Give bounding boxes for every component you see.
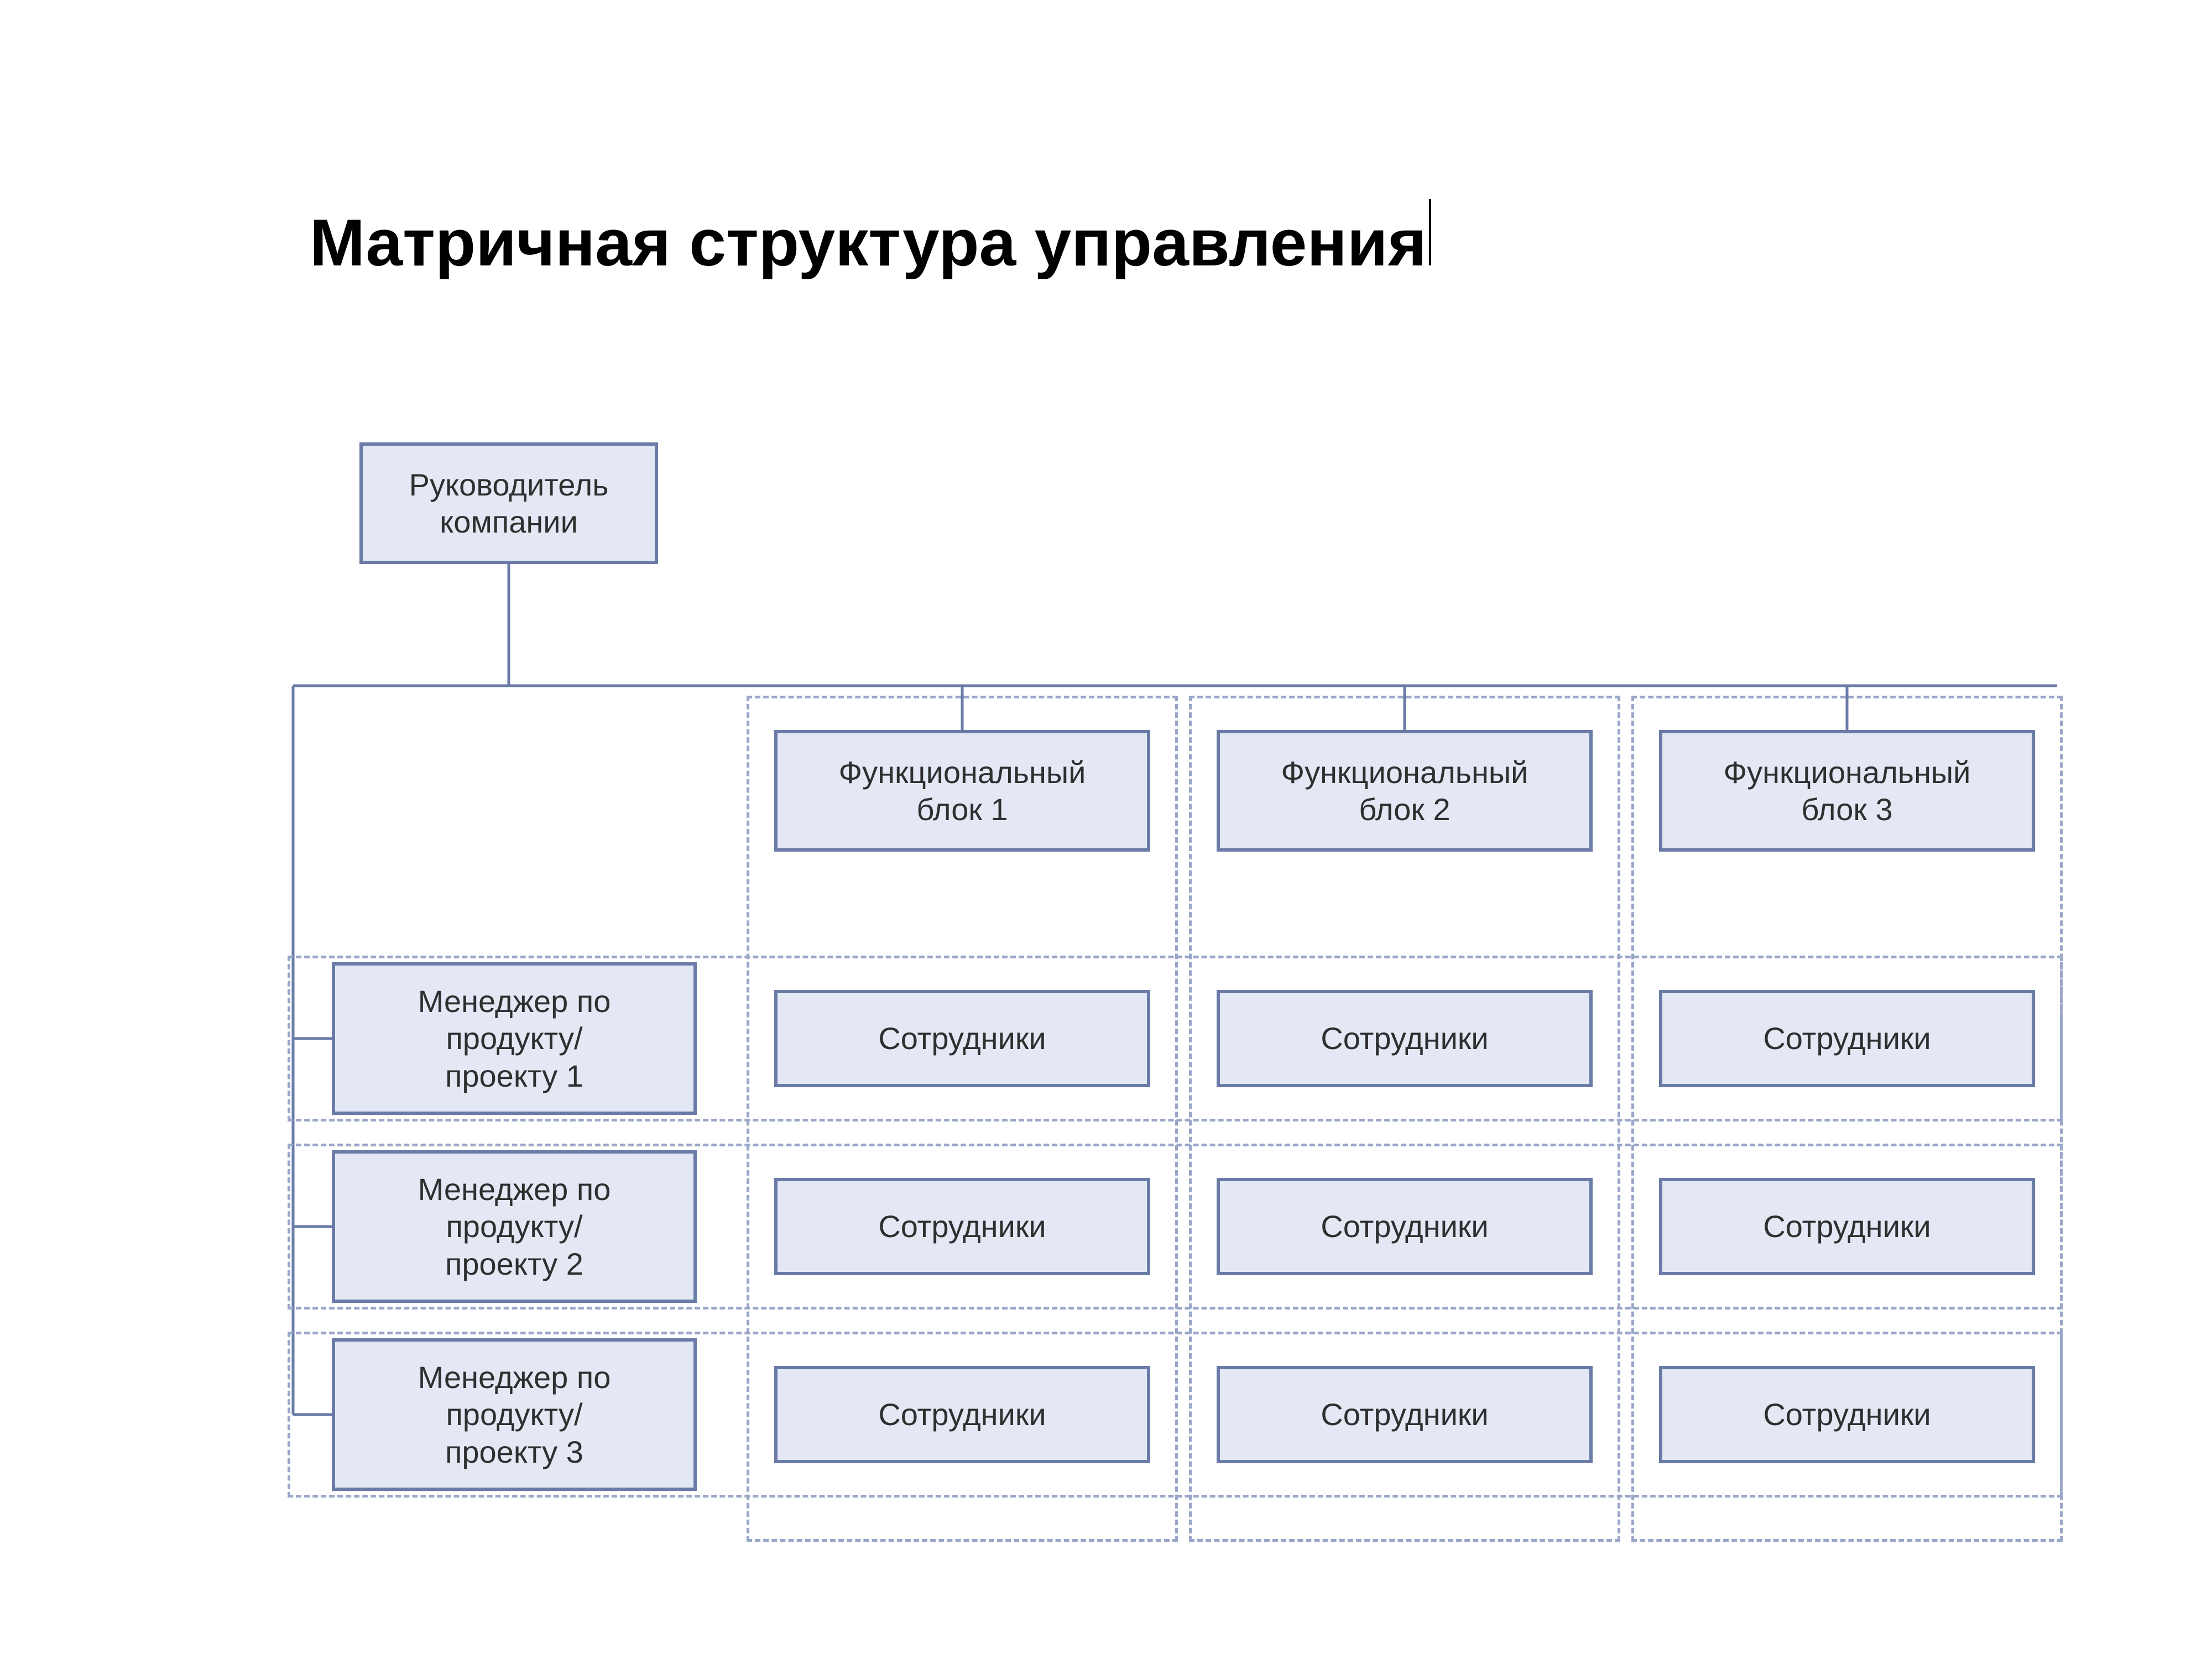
manager-3-label: Менеджер попродукту/проекту 3 (418, 1359, 611, 1470)
functional-block-1-label: Функциональныйблок 1 (839, 754, 1086, 828)
employee-cell-r1-c3: Сотрудники (1659, 990, 2035, 1087)
employee-cell-r3-c2: Сотрудники (1217, 1366, 1593, 1463)
employee-cell-label: Сотрудники (878, 1020, 1046, 1057)
employee-cell-label: Сотрудники (878, 1208, 1046, 1245)
employee-cell-r3-c3: Сотрудники (1659, 1366, 2035, 1463)
employee-cell-label: Сотрудники (1763, 1020, 1931, 1057)
manager-1-node: Менеджер попродукту/проекту 1 (332, 962, 697, 1115)
functional-block-2-node: Функциональныйблок 2 (1217, 730, 1593, 852)
employee-cell-label: Сотрудники (878, 1396, 1046, 1433)
manager-1-label: Менеджер попродукту/проекту 1 (418, 983, 611, 1094)
employee-cell-label: Сотрудники (1321, 1396, 1488, 1433)
employee-cell-r2-c2: Сотрудники (1217, 1178, 1593, 1275)
employee-cell-label: Сотрудники (1321, 1020, 1488, 1057)
functional-block-3-node: Функциональныйблок 3 (1659, 730, 2035, 852)
manager-2-node: Менеджер попродукту/проекту 2 (332, 1150, 697, 1303)
functional-block-1-node: Функциональныйблок 1 (774, 730, 1150, 852)
manager-2-label: Менеджер попродукту/проекту 2 (418, 1171, 611, 1282)
employee-cell-label: Сотрудники (1321, 1208, 1488, 1245)
employee-cell-r2-c1: Сотрудники (774, 1178, 1150, 1275)
employee-cell-r1-c2: Сотрудники (1217, 990, 1593, 1087)
employee-cell-label: Сотрудники (1763, 1396, 1931, 1433)
functional-block-3-label: Функциональныйблок 3 (1724, 754, 1971, 828)
employee-cell-r1-c1: Сотрудники (774, 990, 1150, 1087)
employee-cell-r2-c3: Сотрудники (1659, 1178, 2035, 1275)
employee-cell-label: Сотрудники (1763, 1208, 1931, 1245)
employee-cell-r3-c1: Сотрудники (774, 1366, 1150, 1463)
functional-block-2-label: Функциональныйблок 2 (1281, 754, 1528, 828)
manager-3-node: Менеджер попродукту/проекту 3 (332, 1338, 697, 1491)
